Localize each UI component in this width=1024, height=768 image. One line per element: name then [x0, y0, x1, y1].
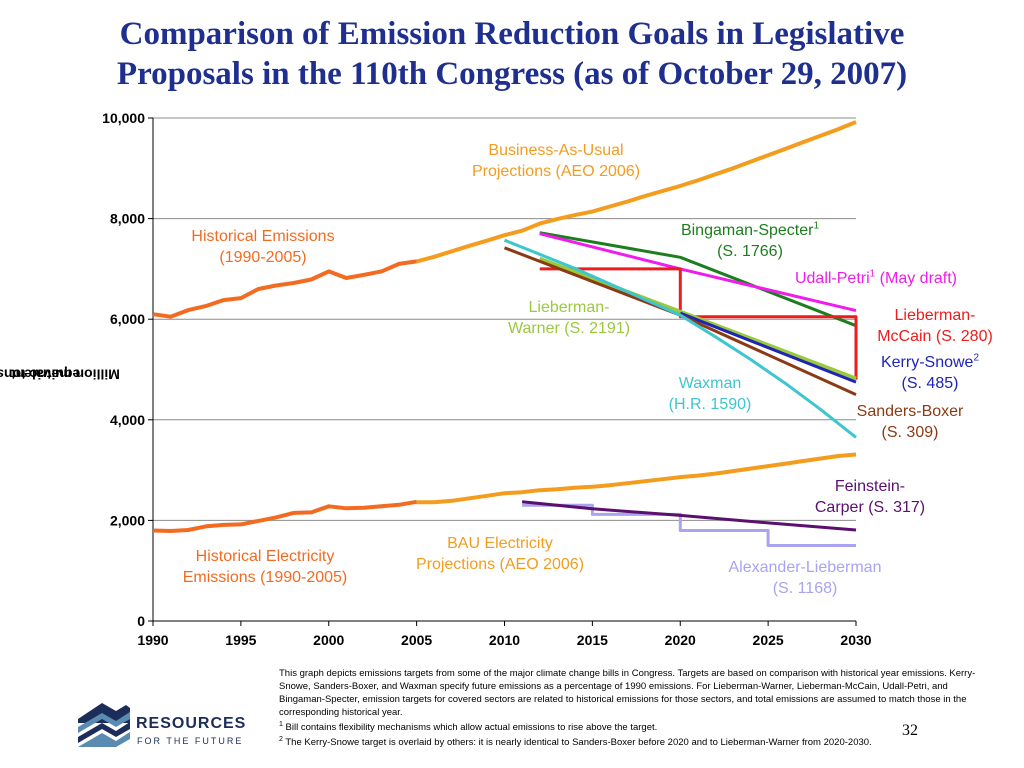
y-tick-label: 10,000 — [102, 110, 145, 126]
label-kerry-snowe: Kerry-Snowe2 (S. 485) — [880, 352, 980, 392]
label-bau: Business-As-Usual Projections (AEO 2006) — [471, 142, 641, 180]
x-tick-label: 2020 — [665, 632, 696, 648]
series-line-waxman — [503, 238, 857, 439]
label-alexander-lieberman: Alexander-Lieberman (S. 1168) — [728, 559, 882, 597]
y-tick-label: 0 — [137, 613, 145, 629]
x-tick-label: 2025 — [753, 632, 784, 648]
series-line-lieberman-warner — [538, 256, 857, 381]
notes-main: This graph depicts emissions targets fro… — [279, 668, 976, 718]
y-tick-label: 4,000 — [110, 412, 145, 428]
x-tick-label: 1990 — [137, 632, 168, 648]
series-line-bingaman-specter — [539, 231, 857, 328]
series-line-kerry-snowe — [679, 311, 857, 384]
label-historical: Historical Emissions (1990-2005) — [191, 228, 335, 266]
series-line-feinstein-carper — [521, 500, 857, 532]
series-line-historical-electricity — [152, 499, 417, 533]
footnote-2: 2 The Kerry-Snowe target is overlaid by … — [279, 735, 872, 748]
label-sanders-boxer: Sanders-Boxer (S. 309) — [856, 403, 964, 441]
x-tick-label: 1995 — [225, 632, 256, 648]
x-tick-label: 2005 — [401, 632, 432, 648]
label-feinstein-carper: Feinstein- Carper (S. 317) — [814, 478, 926, 516]
x-tick-label: 2000 — [313, 632, 344, 648]
label-historical-electricity: Historical Electricity Emissions (1990-20… — [182, 548, 348, 586]
series-line-alexander-lieberman — [522, 503, 856, 547]
slide-title: Comparison of Emission Reduction Goals i… — [0, 14, 1024, 94]
label-bingaman-specter: Bingaman-Specter1 (S. 1766) — [680, 220, 820, 260]
x-tick-label: 2030 — [840, 632, 871, 648]
label-bau-electricity: BAU Electricity Projections (AEO 2006) — [415, 535, 585, 573]
y-tick-label: 6,000 — [110, 311, 145, 327]
series-line-historical — [152, 259, 417, 319]
title-line-2: Proposals in the 110th Congress (as of O… — [116, 56, 908, 92]
rff-logo-icon — [78, 703, 130, 747]
footnote-1: 1 Bill contains flexibility mechanisms w… — [279, 720, 658, 733]
y-tick-label: 8,000 — [110, 211, 145, 227]
y-tick-label: 2,000 — [110, 512, 145, 528]
logo-name: RESOURCES — [136, 715, 247, 732]
label-udall-petri: Udall-Petri1 (May draft) — [794, 268, 958, 287]
series-line-bau-electricity — [416, 452, 857, 505]
label-lieberman-mccain: Lieberman- McCain (S. 280) — [877, 307, 993, 345]
series-line-bau — [416, 120, 857, 264]
x-tick-label: 2010 — [489, 632, 520, 648]
x-tick-label: 2015 — [577, 632, 608, 648]
page-number: 32 — [902, 722, 918, 739]
chart-notes: This graph depicts emissions targets fro… — [279, 667, 994, 749]
logo-subtitle: FOR THE FUTURE — [137, 736, 244, 746]
label-waxman: Waxman (H.R. 1590) — [668, 375, 752, 413]
label-lieberman-warner: Lieberman- Warner (S. 2191) — [507, 299, 631, 337]
title-line-1: Comparison of Emission Reduction Goals i… — [119, 16, 905, 52]
